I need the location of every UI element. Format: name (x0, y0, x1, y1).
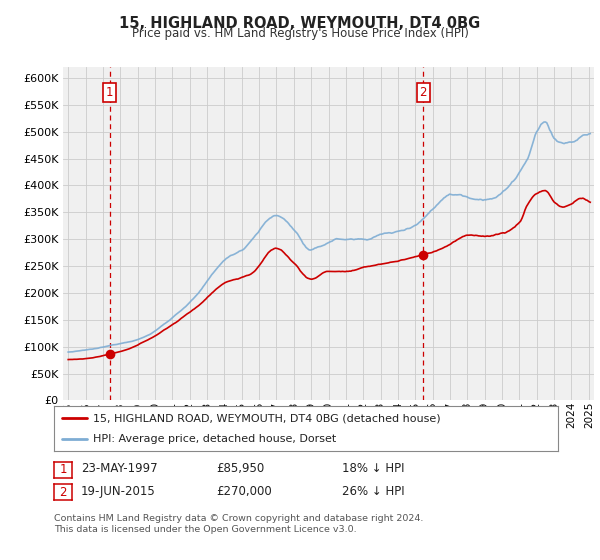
Text: 26% ↓ HPI: 26% ↓ HPI (342, 484, 404, 498)
Text: Price paid vs. HM Land Registry's House Price Index (HPI): Price paid vs. HM Land Registry's House … (131, 27, 469, 40)
Text: 2: 2 (419, 86, 427, 99)
Text: 15, HIGHLAND ROAD, WEYMOUTH, DT4 0BG (detached house): 15, HIGHLAND ROAD, WEYMOUTH, DT4 0BG (de… (94, 413, 441, 423)
Text: 18% ↓ HPI: 18% ↓ HPI (342, 462, 404, 475)
Text: 1: 1 (59, 463, 67, 477)
Text: 2: 2 (59, 486, 67, 499)
Text: 1: 1 (106, 86, 113, 99)
Text: £85,950: £85,950 (216, 462, 264, 475)
Text: £270,000: £270,000 (216, 484, 272, 498)
Text: 15, HIGHLAND ROAD, WEYMOUTH, DT4 0BG: 15, HIGHLAND ROAD, WEYMOUTH, DT4 0BG (119, 16, 481, 31)
Text: HPI: Average price, detached house, Dorset: HPI: Average price, detached house, Dors… (94, 433, 337, 444)
Text: Contains HM Land Registry data © Crown copyright and database right 2024.
This d: Contains HM Land Registry data © Crown c… (54, 514, 424, 534)
Text: 19-JUN-2015: 19-JUN-2015 (81, 484, 156, 498)
Text: 23-MAY-1997: 23-MAY-1997 (81, 462, 158, 475)
